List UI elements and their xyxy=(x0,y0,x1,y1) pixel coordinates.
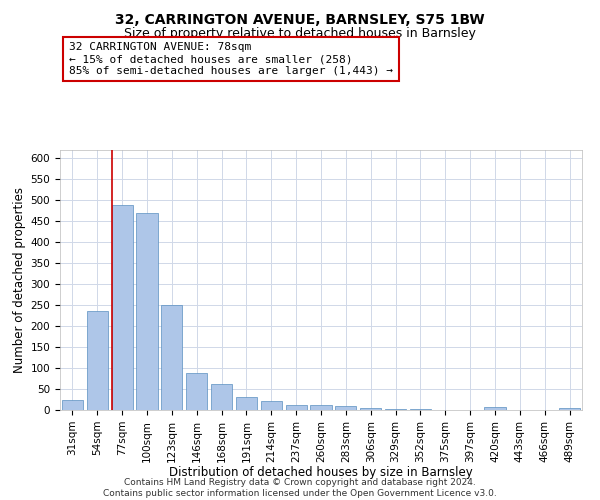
Text: Contains HM Land Registry data © Crown copyright and database right 2024.
Contai: Contains HM Land Registry data © Crown c… xyxy=(103,478,497,498)
Bar xyxy=(261,401,282,410)
Bar xyxy=(410,409,431,410)
Bar xyxy=(112,204,133,410)
Bar xyxy=(136,213,158,410)
Bar xyxy=(335,406,356,410)
Bar xyxy=(310,406,332,410)
Bar xyxy=(186,373,207,410)
Bar xyxy=(236,398,257,410)
Text: Size of property relative to detached houses in Barnsley: Size of property relative to detached ho… xyxy=(124,28,476,40)
Bar xyxy=(211,384,232,410)
Bar xyxy=(62,400,83,410)
Bar xyxy=(559,408,580,410)
Bar xyxy=(87,312,108,410)
Text: 32 CARRINGTON AVENUE: 78sqm
← 15% of detached houses are smaller (258)
85% of se: 32 CARRINGTON AVENUE: 78sqm ← 15% of det… xyxy=(69,42,393,76)
Text: 32, CARRINGTON AVENUE, BARNSLEY, S75 1BW: 32, CARRINGTON AVENUE, BARNSLEY, S75 1BW xyxy=(115,12,485,26)
Bar xyxy=(360,408,381,410)
Bar xyxy=(484,408,506,410)
Bar xyxy=(161,305,182,410)
Bar xyxy=(385,408,406,410)
X-axis label: Distribution of detached houses by size in Barnsley: Distribution of detached houses by size … xyxy=(169,466,473,479)
Bar xyxy=(286,405,307,410)
Y-axis label: Number of detached properties: Number of detached properties xyxy=(13,187,26,373)
